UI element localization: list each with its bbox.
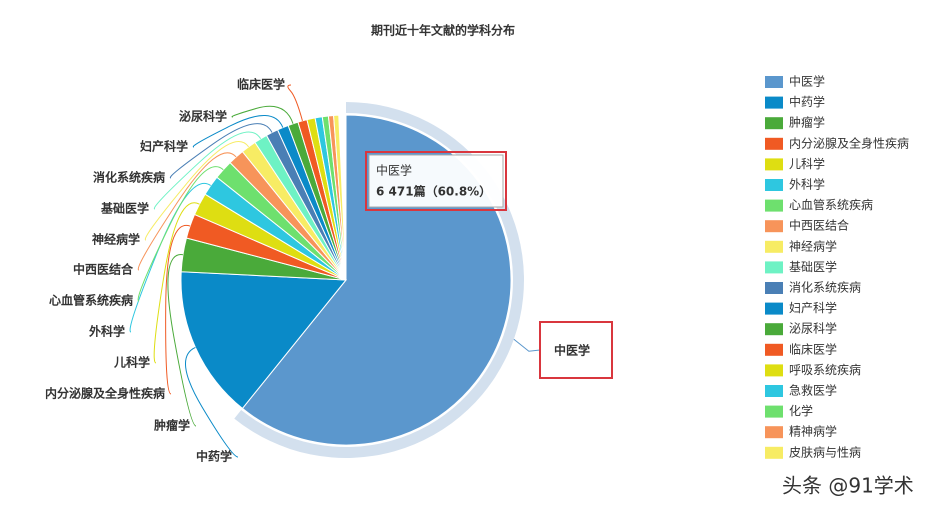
legend-swatch (765, 405, 783, 418)
legend-swatch (765, 302, 783, 315)
chart-title: 期刊近十年文献的学科分布 (371, 23, 515, 38)
legend-label: 中药学 (789, 94, 825, 109)
leader-line (513, 338, 541, 352)
legend-label: 儿科学 (789, 156, 825, 171)
legend-swatch (765, 199, 783, 212)
tooltip-frame (365, 151, 507, 211)
legend-swatch (765, 282, 783, 294)
slice-label: 中药学 (196, 449, 232, 464)
pie-slice (180, 271, 348, 410)
leader-line (185, 346, 239, 458)
legend-swatch (765, 179, 783, 191)
legend-swatch (765, 446, 783, 459)
legend-swatch (765, 137, 783, 150)
slice-label: 中西医结合 (73, 262, 134, 277)
tooltip-text: 6 471篇（60.8%） (376, 184, 491, 199)
slice-label: 外科学 (89, 324, 125, 339)
slice-label: 临床医学 (237, 77, 285, 92)
leader-line (137, 152, 237, 271)
tooltip-title: 中医学 (376, 163, 412, 178)
slice-label: 消化系统疾病 (93, 170, 165, 185)
leader-line (231, 105, 294, 124)
leader-line (137, 166, 224, 302)
legend-label: 化学 (789, 403, 813, 418)
leader-line (192, 115, 284, 148)
legend-label: 外科学 (789, 177, 825, 192)
label-box (539, 321, 613, 379)
leader-line (153, 131, 262, 210)
legend-label: 呼吸系统疾病 (789, 362, 861, 377)
legend-swatch (765, 220, 783, 233)
legend-label: 中西医结合 (789, 218, 849, 233)
legend-swatch (765, 240, 783, 253)
legend-label: 消化系统疾病 (789, 280, 861, 295)
slice-label: 妇产科学 (139, 139, 188, 154)
legend-swatch (765, 158, 783, 171)
legend-swatch (765, 117, 783, 130)
legend-swatch (765, 76, 783, 88)
slice-label: 泌尿科学 (179, 109, 227, 124)
legend-swatch (765, 385, 783, 397)
legend-label: 临床医学 (789, 341, 837, 356)
legend-label: 心血管系统疾病 (789, 197, 873, 212)
slice-label: 基础医学 (100, 201, 149, 216)
slice-label: 内分泌腺及全身性疾病 (45, 386, 165, 401)
slice-label: 中医学 (554, 343, 590, 358)
legend-label: 中医学 (789, 74, 825, 89)
leader-line (153, 202, 200, 364)
legend-swatch (765, 364, 783, 377)
leader-line (167, 254, 197, 427)
legend-label: 精神病学 (789, 424, 837, 439)
tooltip: 中医学 6 471篇（60.8%） (365, 151, 507, 211)
slice-label: 心血管系统疾病 (49, 293, 133, 308)
legend-label: 基础医学 (789, 259, 837, 274)
slice-label: 肿瘤学 (154, 418, 190, 433)
leader-line (144, 141, 250, 241)
legend-label: 肿瘤学 (789, 115, 825, 130)
legend-label: 神经病学 (789, 238, 837, 253)
legend-label: 急救医学 (789, 383, 837, 398)
leader-line (165, 224, 191, 395)
legend-swatch (765, 261, 783, 274)
legend-swatch (765, 426, 783, 439)
watermark: 头条 @91学术 (782, 474, 914, 498)
slice-label: 神经病学 (92, 232, 140, 247)
legend-swatch (765, 96, 783, 109)
legend-swatch (765, 323, 783, 336)
legend-label: 皮肤病与性病 (789, 444, 861, 459)
pie-slice (333, 114, 347, 281)
legend-label: 泌尿科学 (789, 321, 837, 336)
legend-swatch (765, 343, 783, 356)
leader-line (287, 84, 303, 121)
legend-label: 内分泌腺及全身性疾病 (789, 135, 909, 150)
slice-label: 儿科学 (113, 355, 150, 370)
legend-label: 妇产科学 (789, 300, 837, 315)
leader-line (169, 123, 273, 179)
tooltip-box (368, 154, 504, 208)
